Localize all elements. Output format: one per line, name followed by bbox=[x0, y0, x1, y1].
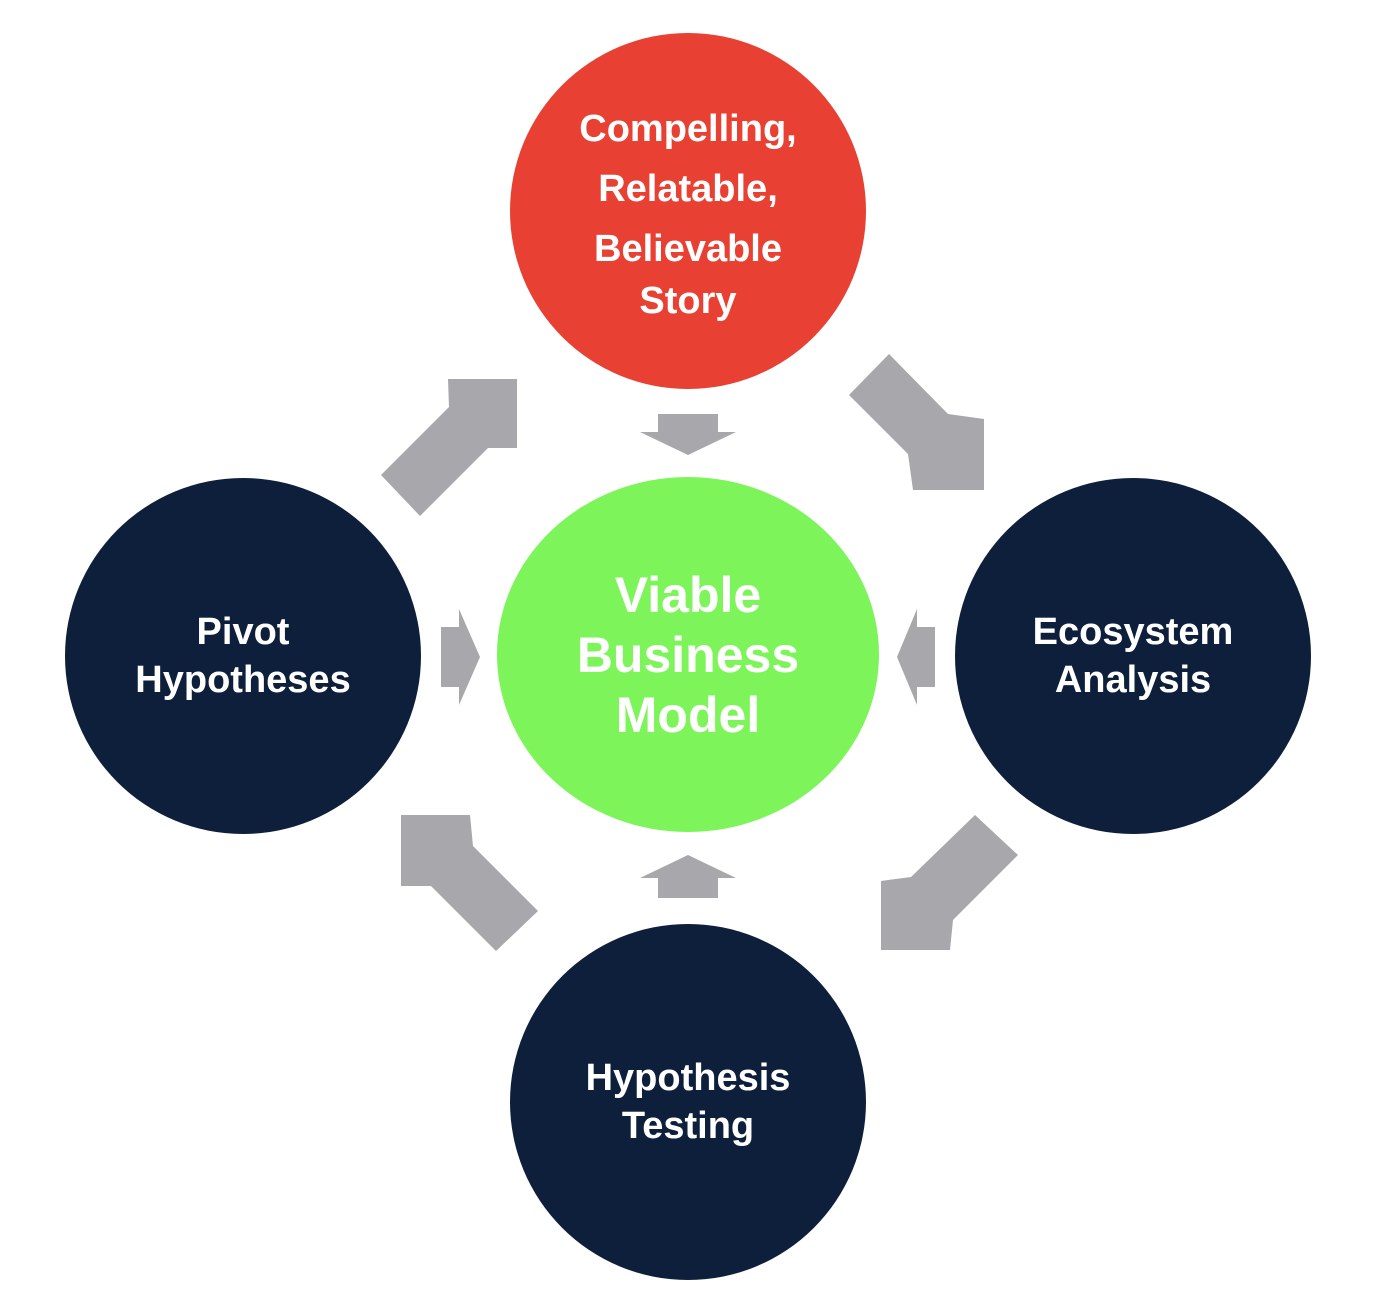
story-label-line-3: Believable bbox=[594, 228, 782, 270]
story-label-line-2: Relatable, bbox=[598, 168, 778, 210]
core-label-line-1: Viable bbox=[614, 566, 762, 623]
arrows-group bbox=[381, 354, 1018, 951]
ecosystem-label-line-2: Analysis bbox=[1054, 659, 1212, 701]
ecosystem-analysis-circle: Ecosystem Analysis bbox=[955, 478, 1311, 834]
pivot-hypotheses-circle: Pivot Hypotheses bbox=[65, 478, 421, 834]
arrow-testing-to-core bbox=[640, 855, 736, 898]
ecosystem-label-line-1: Ecosystem bbox=[1032, 611, 1234, 653]
hypothesis-testing-circle: Hypothesis Testing bbox=[510, 924, 866, 1280]
pivot-label-line-2: Hypotheses bbox=[135, 659, 351, 701]
core-label-line-3: Model bbox=[615, 686, 761, 743]
core-label-line-2: Business bbox=[576, 626, 800, 683]
story-label-line-4: Story bbox=[639, 280, 737, 322]
arrow-ecosystem-to-core bbox=[897, 609, 935, 705]
story-circle: Compelling, Relatable, Believable Story bbox=[510, 33, 866, 389]
arrow-testing-to-pivot bbox=[401, 815, 538, 951]
arrow-story-to-core bbox=[640, 414, 736, 455]
story-label-line-1: Compelling, bbox=[579, 108, 797, 150]
testing-label-line-1: Hypothesis bbox=[585, 1057, 791, 1099]
arrow-pivot-to-story bbox=[381, 379, 517, 516]
pivot-label-line-1: Pivot bbox=[196, 611, 290, 653]
testing-label-line-2: Testing bbox=[621, 1105, 755, 1147]
arrow-ecosystem-to-testing bbox=[881, 815, 1018, 950]
arrow-story-to-ecosystem bbox=[849, 354, 984, 490]
viable-business-model-circle: Viable Business Model bbox=[497, 477, 879, 832]
arrow-pivot-to-core bbox=[441, 609, 480, 705]
